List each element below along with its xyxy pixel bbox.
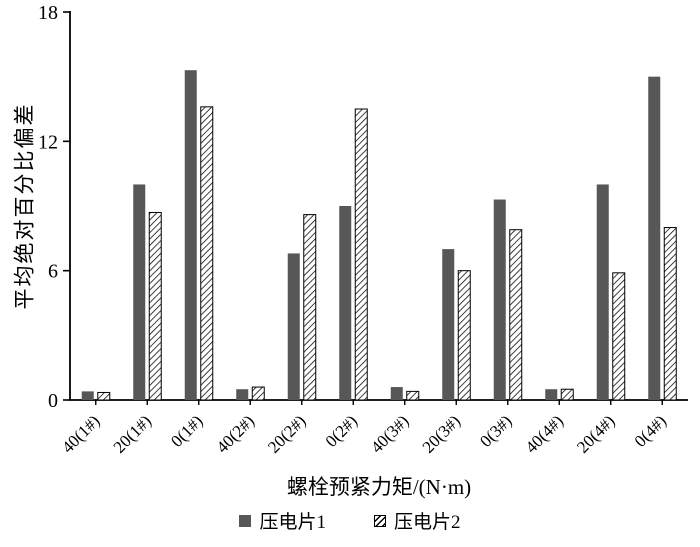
svg-text:20(3#): 20(3#) bbox=[419, 411, 464, 456]
svg-text:20(4#): 20(4#) bbox=[573, 411, 618, 456]
legend-swatch-solid-icon bbox=[239, 514, 252, 527]
svg-text:0(3#): 0(3#) bbox=[476, 411, 515, 450]
x-axis-label: 螺栓预紧力矩/(N·m) bbox=[286, 475, 472, 499]
y-axis-label-wrap: 平均绝对百分比偏差 bbox=[0, 0, 46, 412]
svg-text:18: 18 bbox=[38, 2, 58, 24]
svg-text:20(2#): 20(2#) bbox=[264, 411, 309, 456]
svg-text:0(4#): 0(4#) bbox=[631, 411, 670, 450]
legend-swatch-hatch-icon bbox=[374, 514, 386, 527]
svg-text:40(1#): 40(1#) bbox=[58, 411, 103, 456]
y-axis-label: 平均绝对百分比偏差 bbox=[12, 102, 36, 310]
svg-text:12: 12 bbox=[38, 131, 58, 153]
svg-text:40(4#): 40(4#) bbox=[522, 411, 567, 456]
svg-text:0(2#): 0(2#) bbox=[322, 411, 361, 450]
legend-item-series1: 压电片1 bbox=[239, 507, 326, 534]
svg-text:20(1#): 20(1#) bbox=[110, 411, 155, 456]
legend-label-series2: 压电片2 bbox=[394, 512, 461, 533]
svg-text:0: 0 bbox=[48, 390, 58, 412]
legend-label-series1: 压电片1 bbox=[259, 512, 326, 533]
legend-item-series2: 压电片2 bbox=[374, 507, 461, 534]
svg-text:0(1#): 0(1#) bbox=[167, 411, 206, 450]
svg-text:40(2#): 40(2#) bbox=[213, 411, 258, 456]
svg-text:6: 6 bbox=[48, 261, 58, 283]
svg-text:40(3#): 40(3#) bbox=[367, 411, 412, 456]
chart-legend: 压电片1 压电片2 bbox=[0, 507, 700, 534]
